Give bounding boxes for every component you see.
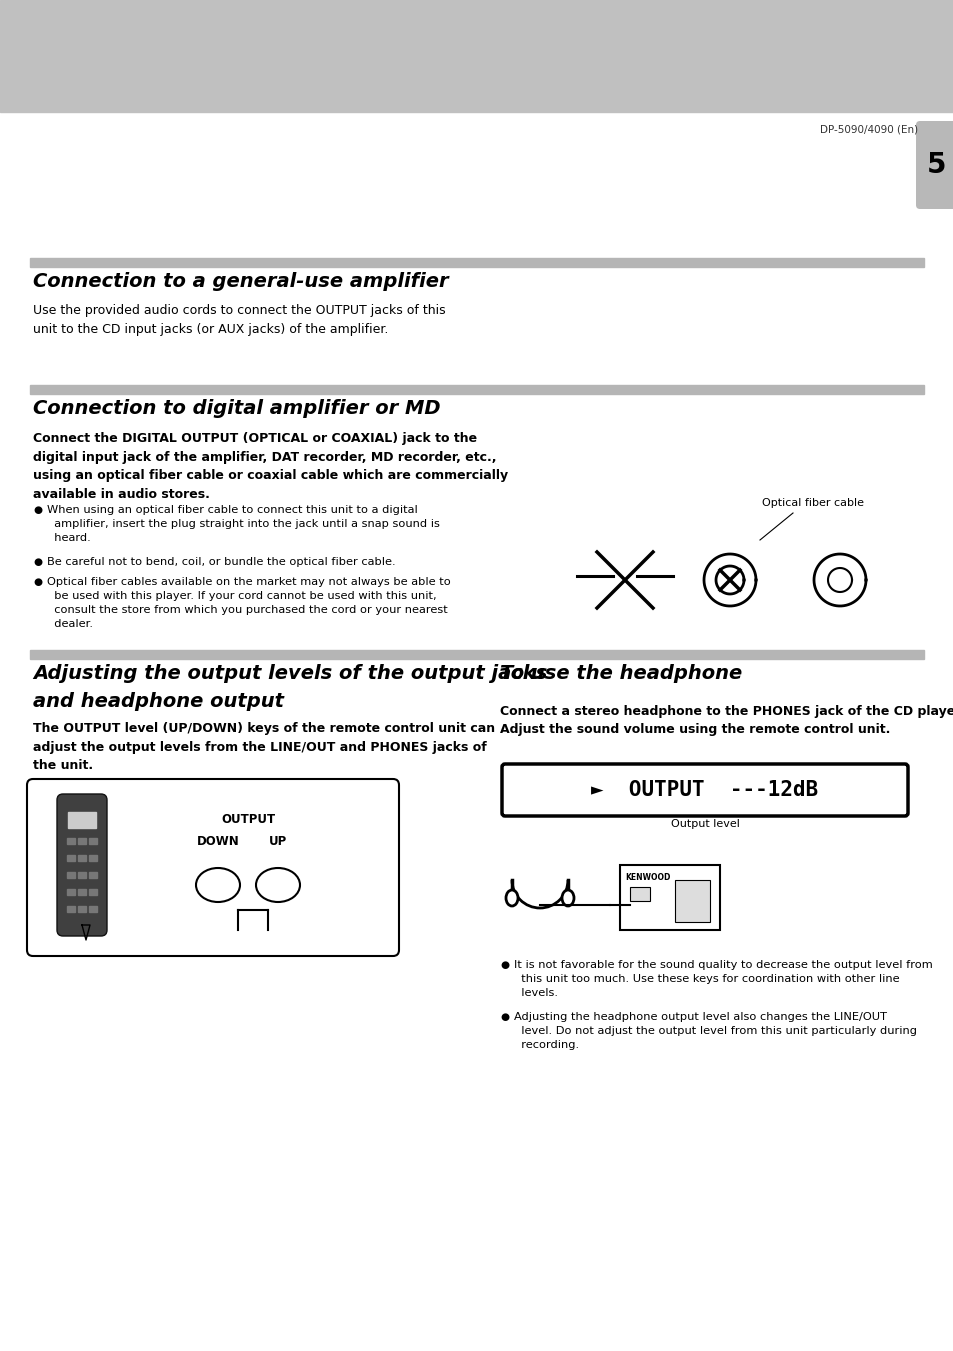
Bar — [89, 889, 97, 894]
Text: Adjusting the output levels of the output jacks: Adjusting the output levels of the outpu… — [33, 663, 547, 684]
Text: ●: ● — [499, 961, 509, 970]
Text: Optical fiber cables available on the market may not always be able to
  be used: Optical fiber cables available on the ma… — [47, 577, 450, 630]
Bar — [67, 907, 75, 912]
Bar — [67, 871, 75, 878]
Ellipse shape — [195, 867, 240, 902]
Text: Adjusting the headphone output level also changes the LINE/OUT
  level. Do not a: Adjusting the headphone output level als… — [514, 1012, 916, 1050]
Text: 5: 5 — [926, 151, 945, 178]
Bar — [78, 838, 86, 844]
Text: ►  OUTPUT  ---12dB: ► OUTPUT ---12dB — [591, 780, 818, 800]
FancyBboxPatch shape — [915, 122, 953, 209]
Text: KENWOOD: KENWOOD — [624, 873, 670, 882]
Text: Be careful not to bend, coil, or bundle the optical fiber cable.: Be careful not to bend, coil, or bundle … — [47, 557, 395, 567]
Bar — [89, 907, 97, 912]
Bar — [78, 907, 86, 912]
Ellipse shape — [255, 867, 299, 902]
Text: ●: ● — [33, 577, 42, 586]
Text: DP-5090/4090 (En): DP-5090/4090 (En) — [819, 126, 917, 135]
Text: The OUTPUT level (UP/DOWN) keys of the remote control unit can
adjust the output: The OUTPUT level (UP/DOWN) keys of the r… — [33, 721, 495, 771]
Bar — [30, 258, 923, 267]
Bar — [89, 838, 97, 844]
Bar — [629, 888, 649, 901]
FancyBboxPatch shape — [27, 780, 398, 957]
Bar — [0, 0, 953, 112]
FancyBboxPatch shape — [501, 765, 907, 816]
Bar — [30, 385, 923, 394]
Text: UP: UP — [269, 835, 287, 848]
Text: and headphone output: and headphone output — [33, 692, 284, 711]
Text: Connect the DIGITAL OUTPUT (OPTICAL or COAXIAL) jack to the
digital input jack o: Connect the DIGITAL OUTPUT (OPTICAL or C… — [33, 432, 508, 500]
Text: OUTPUT: OUTPUT — [221, 813, 274, 825]
Bar — [67, 855, 75, 861]
Text: Connection to digital amplifier or MD: Connection to digital amplifier or MD — [33, 399, 440, 417]
Ellipse shape — [505, 890, 517, 907]
Bar — [67, 838, 75, 844]
Bar — [78, 889, 86, 894]
Text: Connect a stereo headphone to the PHONES jack of the CD player.
Adjust the sound: Connect a stereo headphone to the PHONES… — [499, 705, 953, 736]
Bar — [78, 855, 86, 861]
FancyBboxPatch shape — [57, 794, 107, 936]
Text: When using an optical fiber cable to connect this unit to a digital
  amplifier,: When using an optical fiber cable to con… — [47, 505, 439, 543]
Bar — [30, 650, 923, 659]
Text: Connection to a general-use amplifier: Connection to a general-use amplifier — [33, 272, 448, 290]
Text: It is not favorable for the sound quality to decrease the output level from
  th: It is not favorable for the sound qualit… — [514, 961, 932, 998]
Ellipse shape — [561, 890, 574, 907]
Bar — [89, 871, 97, 878]
Text: ●: ● — [33, 557, 42, 567]
Text: Output level: Output level — [670, 819, 739, 830]
Bar — [67, 889, 75, 894]
Bar — [619, 865, 720, 929]
Text: DOWN: DOWN — [196, 835, 239, 848]
Text: Optical fiber cable: Optical fiber cable — [761, 499, 863, 508]
Bar — [68, 812, 96, 828]
Text: ●: ● — [499, 1012, 509, 1021]
Text: To use the headphone: To use the headphone — [499, 663, 741, 684]
Bar — [89, 855, 97, 861]
Text: Use the provided audio cords to connect the OUTPUT jacks of this
unit to the CD : Use the provided audio cords to connect … — [33, 304, 445, 336]
Bar — [675, 880, 709, 921]
Text: ●: ● — [33, 505, 42, 515]
Bar — [78, 871, 86, 878]
